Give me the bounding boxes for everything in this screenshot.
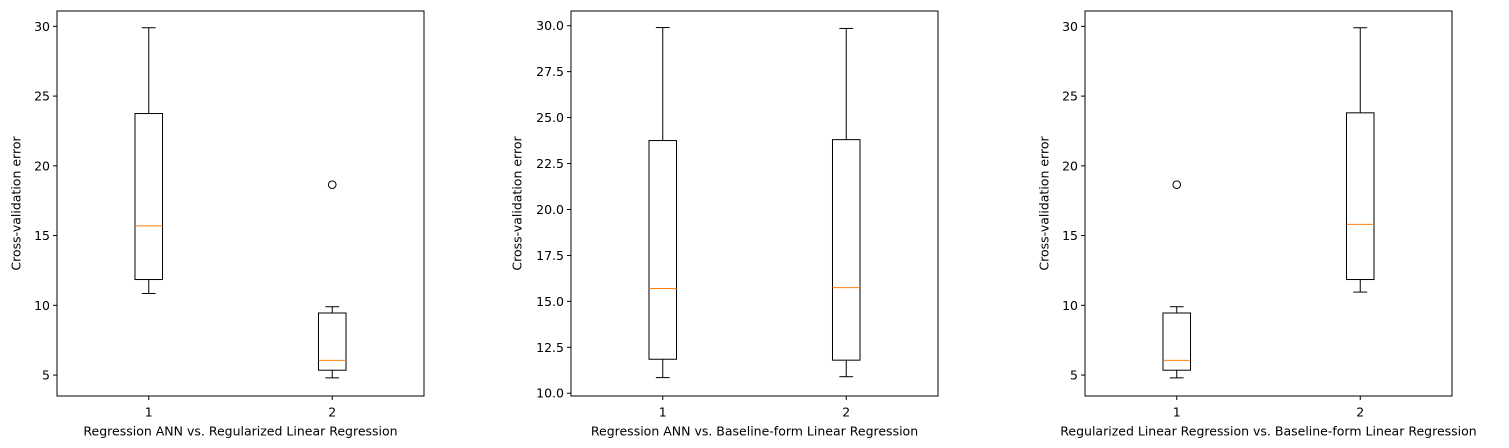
y-tick-label: 22.5: [536, 156, 564, 171]
y-axis-label: Cross-validation error: [9, 136, 24, 271]
y-tick-label: 12.5: [536, 340, 564, 355]
y-tick-label: 25: [1062, 89, 1078, 104]
y-tick-label: 30: [34, 19, 50, 34]
box-iqr: [648, 140, 678, 360]
axes-frame: [570, 10, 939, 397]
box-2: [317, 180, 347, 379]
y-tick-label: 25.0: [536, 110, 564, 125]
y-tick-label: 25: [34, 89, 50, 104]
y-tick-label: 15: [34, 228, 50, 243]
subplot-2: 10.0 12.5 15.0 17.5 20.0 22.5 25.0 27.5 30.0 1 2 Re…: [510, 10, 939, 439]
y-tick-label: 27.5: [536, 64, 564, 79]
box-iqr: [317, 312, 347, 371]
y-tick-label: 5: [42, 368, 50, 383]
x-tick-label: 1: [1173, 405, 1181, 420]
box-iqr: [1345, 112, 1375, 281]
outlier-point: [327, 180, 337, 189]
y-tick-label: 20: [34, 158, 50, 173]
box-iqr: [1162, 312, 1192, 371]
box-1: [134, 27, 164, 294]
y-tick-label: 30: [1062, 19, 1078, 34]
y-tick-label: 10: [1062, 298, 1078, 313]
box-1: [648, 27, 678, 379]
y-tick-label: 30.0: [536, 18, 564, 33]
x-axis-label: Regression ANN vs. Baseline-form Linear …: [591, 424, 918, 439]
x-axis-label: Regularized Linear Regression vs. Baseli…: [1060, 424, 1476, 439]
x-tick-label: 1: [659, 405, 667, 420]
box-2: [1345, 27, 1375, 293]
x-tick-label: 1: [145, 405, 153, 420]
axes-frame: [56, 10, 425, 397]
subplot-1: 5 10 15 20 25 30 1 2 Regression ANN vs. Regulari…: [9, 10, 425, 439]
axes-frame: [1084, 10, 1453, 397]
y-tick-label: 20: [1062, 158, 1078, 173]
subplot-3: 5 10 15 20 25 30 1 2 Regularized Linear Regressi…: [1037, 10, 1477, 439]
y-tick-label: 15: [1062, 228, 1078, 243]
y-tick-label: 5: [1070, 368, 1078, 383]
y-tick-label: 10: [34, 298, 50, 313]
y-tick-label: 15.0: [536, 294, 564, 309]
box-1: [1162, 180, 1192, 379]
box-iqr: [831, 139, 861, 361]
y-tick-label: 20.0: [536, 202, 564, 217]
x-tick-label: 2: [842, 405, 850, 420]
x-axis-label: Regression ANN vs. Regularized Linear Re…: [83, 424, 397, 439]
y-axis-label: Cross-validation error: [510, 136, 525, 271]
y-tick-label: 17.5: [536, 248, 564, 263]
y-tick-label: 10.0: [536, 386, 564, 401]
outlier-point: [1172, 180, 1182, 189]
box-2: [831, 27, 861, 378]
y-axis-label: Cross-validation error: [1037, 136, 1052, 271]
box-iqr: [134, 113, 164, 281]
x-tick-label: 2: [328, 405, 336, 420]
x-tick-label: 2: [1356, 405, 1364, 420]
